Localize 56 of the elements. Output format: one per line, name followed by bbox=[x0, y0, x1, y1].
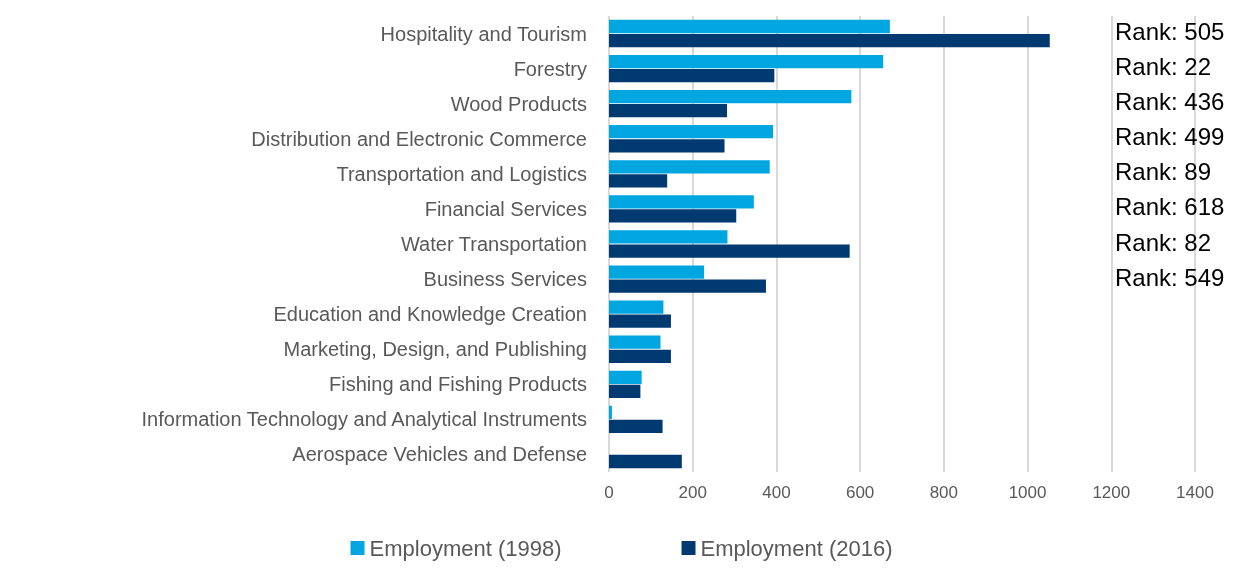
bar bbox=[609, 33, 1050, 48]
x-tick-label: 0 bbox=[604, 483, 614, 502]
y-tick-label: Forestry bbox=[513, 57, 587, 80]
y-tick-label: Business Services bbox=[423, 268, 587, 291]
x-tick-label: 200 bbox=[678, 483, 707, 502]
y-tick-label: Education and Knowledge Creation bbox=[273, 303, 587, 326]
annotation: Rank: 82 bbox=[1115, 228, 1212, 256]
bar bbox=[609, 384, 641, 398]
bar bbox=[609, 454, 682, 469]
y-tick-label: Marketing, Design, and Publishing bbox=[283, 338, 587, 361]
annotation: Rank: 549 bbox=[1115, 263, 1225, 291]
bar bbox=[609, 90, 852, 104]
bar bbox=[609, 335, 661, 349]
y-tick-label: Aerospace Vehicles and Defense bbox=[292, 443, 587, 466]
annotation: Rank: 499 bbox=[1115, 123, 1225, 151]
y-tick-label: Hospitality and Tourism bbox=[380, 22, 587, 45]
bar bbox=[609, 19, 890, 34]
annotation: Rank: 618 bbox=[1115, 193, 1225, 221]
y-tick-label: Distribution and Electronic Commerce bbox=[251, 127, 587, 150]
x-tick-label: 1200 bbox=[1092, 483, 1131, 502]
legend-label: Employment (1998) bbox=[369, 535, 562, 561]
bar bbox=[609, 139, 725, 153]
annotation: Rank: 505 bbox=[1115, 18, 1225, 46]
bar bbox=[609, 195, 754, 209]
x-tick-label: 600 bbox=[845, 483, 875, 502]
annotation: Rank: 22 bbox=[1115, 53, 1212, 81]
x-tick-label: 1000 bbox=[1008, 483, 1047, 502]
bar bbox=[609, 230, 728, 244]
bar bbox=[609, 244, 850, 258]
bar bbox=[609, 160, 770, 174]
x-tick-label: 1400 bbox=[1176, 483, 1214, 502]
bar bbox=[609, 104, 728, 118]
bar bbox=[609, 405, 612, 419]
bar bbox=[609, 279, 766, 293]
bar bbox=[609, 370, 642, 384]
y-tick-label: Transportation and Logistics bbox=[336, 162, 587, 185]
x-tick-label: 800 bbox=[929, 483, 959, 502]
bar bbox=[609, 174, 668, 188]
y-tick-label: Financial Services bbox=[424, 197, 587, 220]
y-tick-label: Water Transportation bbox=[400, 233, 587, 255]
bar bbox=[609, 314, 671, 328]
bar bbox=[609, 54, 884, 69]
bar bbox=[609, 419, 663, 434]
annotation: Rank: 89 bbox=[1115, 158, 1212, 186]
bar bbox=[609, 209, 737, 223]
bar bbox=[609, 349, 671, 363]
bar bbox=[609, 265, 705, 279]
y-tick-label: Fishing and Fishing Products bbox=[329, 373, 587, 396]
legend-label: Employment (2016) bbox=[700, 535, 893, 561]
x-tick-label: 400 bbox=[762, 483, 791, 502]
annotation: Rank: 436 bbox=[1115, 88, 1225, 116]
bar bbox=[609, 69, 775, 83]
bar bbox=[609, 125, 774, 139]
y-tick-label: Information Technology and Analytical Instruments bbox=[141, 408, 587, 431]
bar bbox=[609, 300, 664, 314]
y-tick-label: Wood Products bbox=[450, 92, 587, 115]
